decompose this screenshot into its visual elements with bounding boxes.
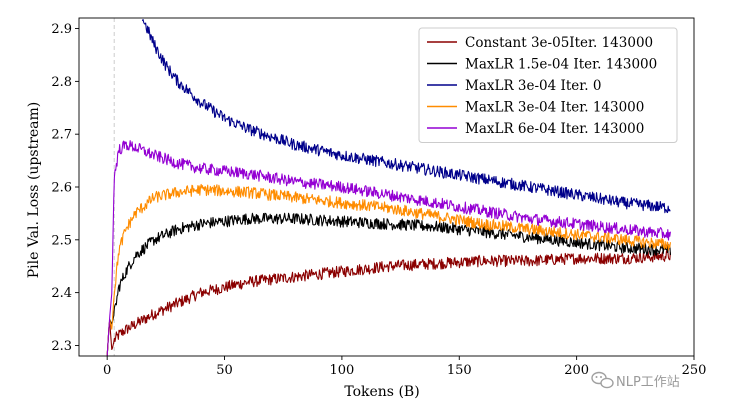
y-tick-label: 2.4 [51, 286, 72, 301]
legend-label: MaxLR 3e-04 Iter. 143000 [465, 100, 644, 116]
x-tick-label: 50 [216, 363, 233, 378]
series-line-1 [106, 250, 671, 356]
y-tick-label: 2.6 [51, 181, 72, 196]
x-tick-label: 150 [447, 363, 472, 378]
y-tick-label: 2.9 [51, 22, 72, 37]
y-tick-label: 2.5 [51, 233, 72, 248]
watermark: NLP工作站 [591, 371, 680, 390]
x-tick-label: 200 [564, 363, 589, 378]
wechat-icon [591, 371, 614, 389]
series-line-2 [106, 212, 671, 356]
x-tick-label: 250 [682, 363, 707, 378]
x-tick-label: 100 [329, 363, 354, 378]
series-line-5 [106, 140, 671, 356]
legend-label: Constant 3e-05Iter. 143000 [465, 35, 653, 51]
legend-box [418, 27, 678, 143]
y-tick-label: 2.3 [51, 339, 72, 354]
series-line-3 [141, 18, 671, 214]
legend-label: MaxLR 3e-04 Iter. 0 [465, 78, 601, 94]
legend: Constant 3e-05Iter. 143000 MaxLR 1.5e-04 … [418, 27, 678, 143]
watermark-text: NLP工作站 [616, 375, 680, 390]
y-tick-label: 2.8 [51, 75, 72, 90]
x-axis-label: Tokens (B) [344, 384, 419, 400]
x-tick-label: 0 [103, 363, 111, 378]
series-line-4 [106, 183, 671, 356]
legend-label: MaxLR 1.5e-04 Iter. 143000 [465, 57, 657, 73]
y-tick-label: 2.7 [51, 128, 72, 143]
legend-label: MaxLR 6e-04 Iter. 143000 [465, 121, 644, 137]
y-axis-label: Pile Val. Loss (upstream) [26, 102, 42, 279]
